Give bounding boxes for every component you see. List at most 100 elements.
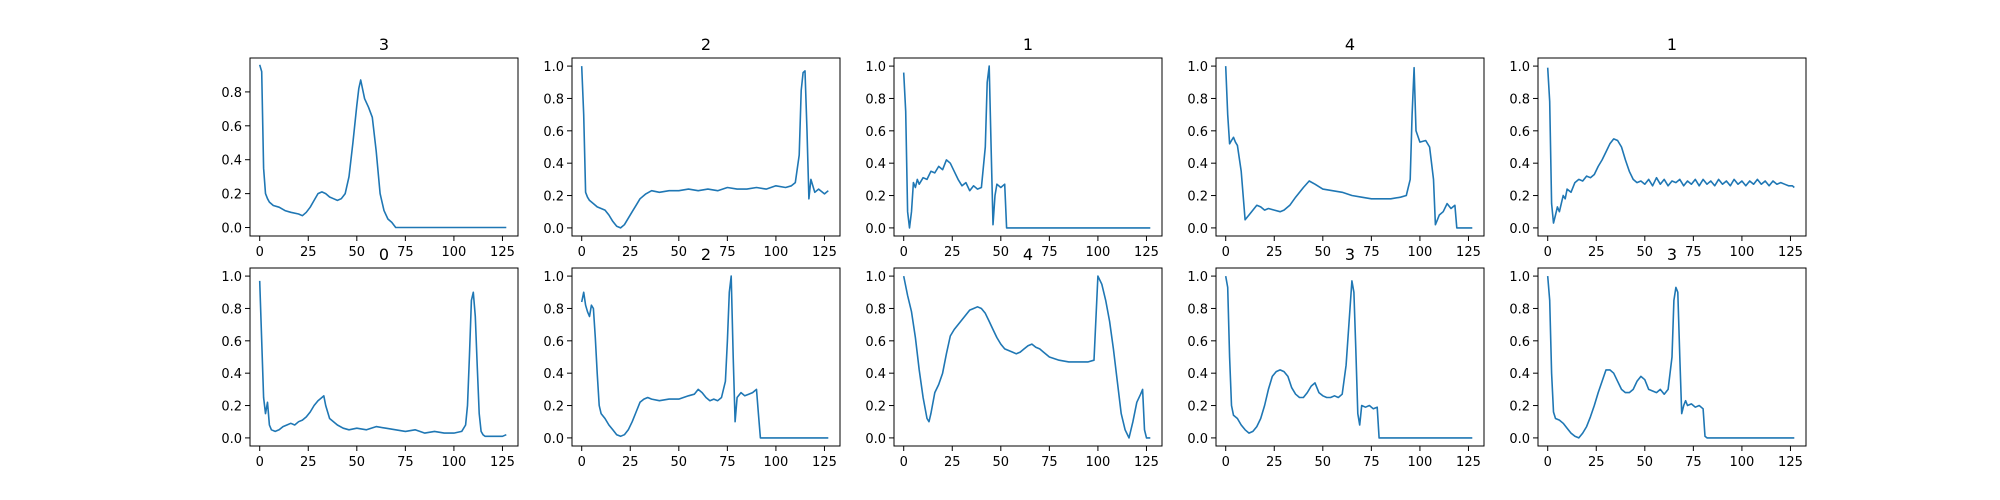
x-tick-label: 0: [900, 455, 908, 470]
y-tick-label: 1.0: [1509, 270, 1530, 285]
x-tick-label: 0: [1544, 455, 1552, 470]
x-tick-label: 125: [1134, 245, 1159, 260]
x-tick-label: 100: [763, 455, 788, 470]
series-line: [1224, 275, 1473, 439]
y-tick-label: 0.4: [865, 367, 886, 382]
y-tick-label: 0.8: [1187, 302, 1208, 317]
y-tick-label: 0.0: [543, 222, 564, 237]
axes-frame: [1215, 267, 1485, 447]
series-line: [1546, 67, 1795, 224]
y-tick-label: 0.8: [543, 302, 564, 317]
y-tick-label: 0.8: [1509, 92, 1530, 107]
x-tick-label: 50: [1315, 455, 1332, 470]
y-tick-label: 0.2: [221, 188, 242, 203]
y-tick-label: 0.8: [543, 92, 564, 107]
y-tick-label: 0.4: [1187, 157, 1208, 172]
x-tick-label: 25: [300, 455, 317, 470]
x-tick-label: 25: [622, 455, 639, 470]
x-tick-label: 125: [1134, 455, 1159, 470]
y-tick-label: 0.2: [1187, 190, 1208, 205]
y-tick-label: 0.4: [543, 157, 564, 172]
y-tick-label: 0.8: [221, 86, 242, 101]
x-tick-label: 0: [1222, 245, 1230, 260]
x-tick-label: 100: [1729, 455, 1754, 470]
x-tick-label: 125: [812, 245, 837, 260]
y-tick-label: 0.4: [543, 367, 564, 382]
subplot-4: 0 25 50 75 100 125 0.0 0.2 0.4 0.6 0.8 1.0 4: [1187, 35, 1485, 260]
x-tick-label: 100: [1085, 245, 1110, 260]
x-tick-label: 75: [1041, 245, 1058, 260]
y-tick-label: 0.0: [865, 222, 886, 237]
y-tick-label: 0.6: [1187, 125, 1208, 140]
x-tick-label: 25: [944, 455, 961, 470]
subplot-5: 0 25 50 75 100 125 0.0 0.2 0.4 0.6 0.8 1.0 1: [1509, 35, 1807, 260]
subplot-title: 0: [379, 245, 389, 264]
x-tick-label: 0: [578, 245, 586, 260]
axes-frame: [893, 267, 1163, 447]
x-tick-label: 100: [441, 245, 466, 260]
y-tick-label: 0.2: [1187, 400, 1208, 415]
x-tick-label: 75: [397, 455, 414, 470]
subplot-2: 0 25 50 75 100 125 0.0 0.2 0.4 0.6 0.8 1.0 2: [543, 35, 841, 260]
x-tick-label: 125: [490, 245, 515, 260]
x-tick-label: 0: [1544, 245, 1552, 260]
x-tick-label: 50: [1637, 455, 1654, 470]
axes-frame: [249, 57, 519, 237]
axes-frame: [571, 267, 841, 447]
series-line: [258, 280, 507, 438]
y-tick-label: 0.2: [1509, 400, 1530, 415]
y-tick-label: 0.4: [1509, 157, 1530, 172]
x-tick-label: 25: [1588, 455, 1605, 470]
y-tick-label: 0.6: [865, 335, 886, 350]
series-line: [580, 275, 829, 439]
series-line: [258, 64, 507, 229]
y-tick-label: 1.0: [1509, 60, 1530, 75]
x-tick-label: 100: [763, 245, 788, 260]
x-tick-label: 50: [671, 245, 688, 260]
y-tick-label: 1.0: [1187, 270, 1208, 285]
x-tick-label: 125: [1778, 455, 1803, 470]
x-tick-label: 125: [812, 455, 837, 470]
y-tick-label: 0.8: [1187, 92, 1208, 107]
y-tick-label: 0.4: [1187, 367, 1208, 382]
x-tick-label: 0: [256, 455, 264, 470]
y-tick-label: 1.0: [543, 270, 564, 285]
subplot-title: 1: [1023, 35, 1033, 54]
series-line: [902, 275, 1151, 439]
subplot-title: 4: [1023, 245, 1033, 264]
y-tick-label: 1.0: [865, 60, 886, 75]
y-tick-label: 0.4: [1509, 367, 1530, 382]
series-line: [580, 66, 829, 229]
y-tick-label: 0.6: [1509, 335, 1530, 350]
x-tick-label: 75: [1363, 455, 1380, 470]
subplot-6: 0 25 50 75 100 125 0.0 0.2 0.4 0.6 0.8 1.0 0: [221, 245, 519, 470]
x-tick-label: 50: [349, 455, 366, 470]
y-tick-label: 0.0: [221, 432, 242, 447]
x-tick-label: 100: [1407, 455, 1432, 470]
x-tick-label: 75: [719, 455, 736, 470]
y-tick-label: 0.2: [865, 400, 886, 415]
y-tick-label: 0.0: [1187, 432, 1208, 447]
y-tick-label: 0.0: [1509, 222, 1530, 237]
x-tick-label: 75: [1041, 455, 1058, 470]
subplot-title: 3: [379, 35, 389, 54]
y-tick-label: 0.8: [865, 92, 886, 107]
x-tick-label: 0: [900, 245, 908, 260]
x-tick-label: 50: [671, 455, 688, 470]
y-tick-label: 0.6: [1187, 335, 1208, 350]
y-tick-label: 0.6: [543, 335, 564, 350]
subplot-1: 0 25 50 75 100 125 0.0 0.2 0.4 0.6 0.8 3: [221, 35, 519, 260]
x-tick-label: 0: [256, 245, 264, 260]
y-tick-label: 0.0: [865, 432, 886, 447]
y-tick-label: 0.6: [221, 335, 242, 350]
axes-frame: [571, 57, 841, 237]
y-tick-label: 0.8: [865, 302, 886, 317]
y-tick-label: 1.0: [543, 60, 564, 75]
subplot-title: 3: [1345, 245, 1355, 264]
y-tick-label: 0.6: [221, 120, 242, 135]
y-tick-label: 1.0: [221, 270, 242, 285]
series-line: [1224, 66, 1473, 229]
x-tick-label: 75: [719, 245, 736, 260]
x-tick-label: 125: [1456, 455, 1481, 470]
